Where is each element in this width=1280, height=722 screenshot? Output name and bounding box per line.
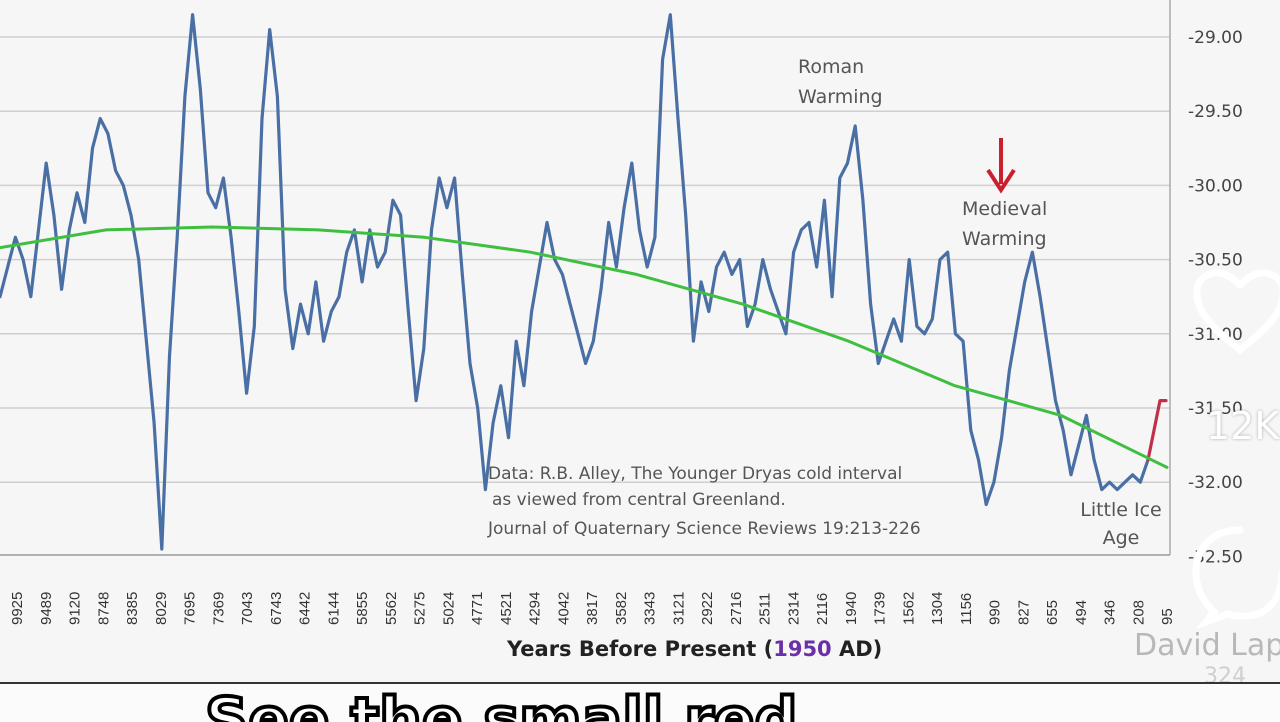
- x-tick-label: 655: [1044, 600, 1061, 625]
- red-arrow-icon: [986, 138, 1016, 194]
- x-axis-label-prefix: Years Before Present (: [506, 637, 773, 661]
- x-tick-label: 494: [1073, 600, 1090, 625]
- annotation-roman-warming: Roman Warming: [798, 56, 883, 108]
- heart-icon[interactable]: [1193, 269, 1280, 354]
- grid-lines: [0, 36, 1170, 483]
- x-tick-label: 2314: [785, 592, 802, 625]
- channel-credit: David Lap: [1134, 628, 1280, 663]
- x-tick-label: 4771: [469, 592, 486, 625]
- y-axis-ticks: -29.00-29.50-30.00-30.50-31.00-31.50-32.…: [1188, 28, 1243, 567]
- data-source-note: Data: R.B. Alley, The Younger Dryas cold…: [487, 464, 921, 539]
- x-tick-label: 3582: [613, 592, 630, 625]
- series-line-recent-red: [1146, 399, 1168, 462]
- medieval-label-line2: Warming: [962, 228, 1047, 250]
- caption-text: See the small red: [203, 685, 799, 722]
- roman-label-line1: Roman: [798, 56, 864, 78]
- x-tick-label: 4521: [498, 592, 515, 625]
- little-ice-age-line2: Age: [1103, 527, 1140, 549]
- x-axis-label-suffix: AD): [832, 637, 883, 661]
- x-tick-label: 6442: [297, 592, 314, 625]
- x-tick-label: 1940: [843, 592, 860, 625]
- series-line-temperature: [0, 13, 1150, 551]
- x-tick-label: 2922: [699, 592, 716, 625]
- x-tick-label: 1739: [872, 592, 889, 625]
- x-tick-label: 3121: [670, 592, 687, 625]
- x-tick-label: 9489: [38, 592, 55, 625]
- y-tick-label: -31.50: [1188, 399, 1243, 419]
- x-tick-label: 827: [1015, 600, 1032, 625]
- x-tick-label: 95: [1159, 608, 1176, 625]
- series-line-trend: [0, 225, 1169, 469]
- x-tick-label: 6743: [268, 592, 285, 625]
- y-tick-label: -30.50: [1188, 251, 1243, 271]
- medieval-label-line1: Medieval: [962, 198, 1047, 220]
- y-tick-label: -32.00: [1188, 473, 1243, 493]
- like-count: 12K: [1206, 404, 1280, 448]
- source-line3: Journal of Quaternary Science Reviews 19…: [487, 519, 921, 539]
- x-tick-label: 1562: [900, 592, 917, 625]
- x-tick-label: 2116: [814, 593, 831, 625]
- x-tick-label: 2511: [757, 593, 774, 625]
- x-tick-label: 3817: [584, 592, 601, 625]
- y-tick-label: -30.00: [1188, 176, 1243, 196]
- x-tick-label: 8748: [95, 592, 112, 625]
- x-tick-label: 5024: [440, 592, 457, 625]
- x-axis-label: Years Before Present (1950 AD): [506, 637, 882, 661]
- comment-bubble-icon[interactable]: [1192, 526, 1280, 630]
- x-tick-label: 5562: [383, 592, 400, 625]
- chart-background: [0, 0, 1280, 682]
- source-line2: as viewed from central Greenland.: [492, 490, 786, 510]
- source-line1: Data: R.B. Alley, The Younger Dryas cold…: [488, 464, 902, 484]
- x-tick-label: 208: [1130, 600, 1147, 625]
- series-lines: [0, 13, 1169, 551]
- x-tick-label: 9120: [67, 592, 84, 625]
- x-axis-label-year: 1950: [773, 637, 831, 661]
- x-tick-label: 1304: [929, 592, 946, 625]
- y-tick-label: -29.50: [1188, 102, 1243, 122]
- x-tick-label: 4042: [555, 592, 572, 625]
- x-tick-label: 7695: [182, 592, 199, 625]
- x-axis-ticks: 9925 9489 9120 8748 8385 8029 7695 7369 7043 6743…: [9, 592, 1176, 625]
- x-tick-label: 5275: [412, 592, 429, 625]
- x-tick-label: 4294: [527, 592, 544, 625]
- annotation-little-ice-age: Little Ice Age: [1080, 499, 1162, 549]
- x-tick-label: 346: [1102, 600, 1119, 625]
- annotation-medieval-warming: Medieval Warming: [962, 198, 1047, 250]
- little-ice-age-line1: Little Ice: [1080, 499, 1162, 521]
- x-tick-label: 1156: [958, 593, 975, 625]
- x-tick-label: 9925: [9, 592, 26, 625]
- x-tick-label: 2716: [728, 592, 745, 625]
- x-tick-label: 8385: [124, 592, 141, 625]
- x-tick-label: 6144: [325, 592, 342, 625]
- x-tick-label: 8029: [153, 592, 170, 625]
- caption-strip: See the small red: [0, 682, 1280, 722]
- x-tick-label: 3343: [642, 592, 659, 625]
- x-tick-label: 7043: [239, 592, 256, 625]
- roman-label-line2: Warming: [798, 86, 883, 108]
- x-tick-label: 7369: [210, 592, 227, 625]
- x-tick-label: 5855: [354, 592, 371, 625]
- x-tick-label: 990: [987, 600, 1004, 625]
- y-tick-label: -29.00: [1188, 28, 1243, 48]
